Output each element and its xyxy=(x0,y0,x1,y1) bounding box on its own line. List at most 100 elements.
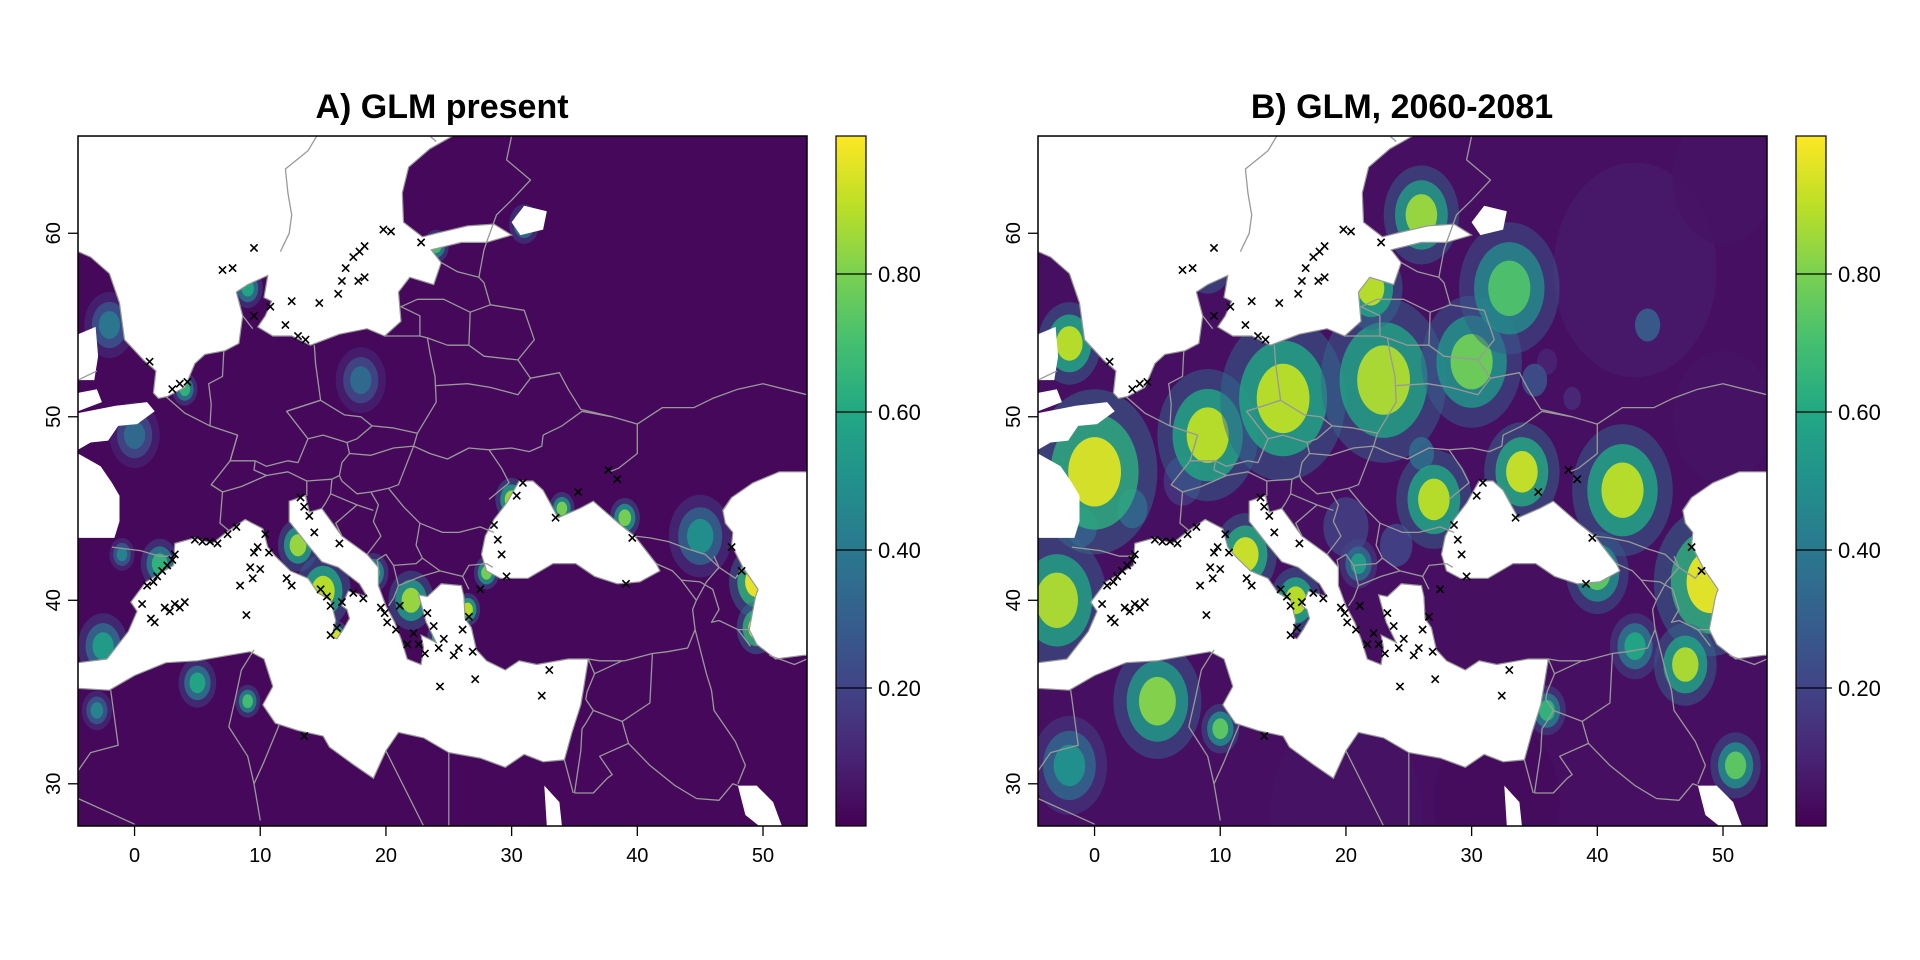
country-border xyxy=(78,370,98,381)
occurrence-x-mark-icon xyxy=(1109,577,1118,587)
occurrence-x-mark-icon xyxy=(1343,618,1352,627)
country-border xyxy=(1326,491,1342,555)
occurrence-x-mark-icon xyxy=(434,643,443,653)
country-border xyxy=(419,522,495,534)
sea-channel xyxy=(78,402,155,450)
occurrence-x-mark-icon xyxy=(1414,643,1423,653)
lake xyxy=(511,205,547,236)
occurrence-x-mark-icon xyxy=(435,682,445,691)
suitability-patch-low xyxy=(1635,308,1661,342)
occurrence-x-mark-icon xyxy=(249,243,259,253)
sea-caspian xyxy=(722,471,807,659)
x-tick-label: 10 xyxy=(249,845,271,867)
occurrence-x-mark-icon xyxy=(1457,550,1466,559)
occurrence-x-mark-icon xyxy=(1140,597,1149,607)
country-border xyxy=(563,759,574,794)
occurrence-x-mark-icon xyxy=(1534,487,1543,497)
suitability-patch xyxy=(687,518,714,554)
panel-a-title: A) GLM present xyxy=(315,88,568,126)
country-border xyxy=(636,383,807,425)
suitability-patch xyxy=(1212,718,1229,740)
y-tick-label: 30 xyxy=(43,773,65,795)
country-border xyxy=(594,660,623,675)
country-border xyxy=(490,304,535,361)
occurrence-x-mark-icon xyxy=(1158,537,1167,546)
suitability-patch xyxy=(92,632,114,661)
suitability-patch-low xyxy=(1521,363,1548,397)
colorbar-tick-label: 0.20 xyxy=(1838,676,1881,701)
panel-b-colorbar: 0.20 0.40 0.60 0.80 xyxy=(1795,135,1881,827)
suitability-patch xyxy=(90,702,104,719)
occurrence-x-mark-icon xyxy=(1260,502,1269,511)
occurrence-x-mark-icon xyxy=(1472,491,1481,500)
country-border xyxy=(585,658,596,700)
sea-red_sea xyxy=(544,785,562,826)
occurrence-x-mark-icon xyxy=(551,513,560,522)
suitability-patch xyxy=(116,547,128,562)
country-border xyxy=(1246,399,1333,444)
occurrence-x-mark-icon xyxy=(468,647,477,656)
occurrence-x-mark-icon xyxy=(341,263,350,273)
occurrence-x-mark-icon xyxy=(310,528,319,537)
occurrence-x-mark-icon xyxy=(349,588,358,598)
occurrence-x-mark-icon xyxy=(1275,298,1284,308)
occurrence-x-mark-icon xyxy=(170,599,179,609)
occurrence-x-mark-icon xyxy=(1431,675,1440,684)
occurrence-x-mark-icon xyxy=(315,298,324,308)
occurrence-x-mark-icon xyxy=(1395,682,1405,691)
coastline xyxy=(722,471,807,660)
occurrence-x-mark-icon xyxy=(332,623,342,632)
occurrence-x-mark-icon xyxy=(1195,581,1205,590)
country-border xyxy=(208,350,225,426)
suitability-patch xyxy=(1601,462,1644,518)
country-border xyxy=(78,797,135,825)
occurrence-x-mark-icon xyxy=(1128,555,1137,565)
suitability-patch xyxy=(401,587,421,613)
sea-biscay xyxy=(78,453,120,538)
y-tick-label: 30 xyxy=(1003,773,1025,795)
occurrence-x-mark-icon xyxy=(1270,528,1279,537)
occurrence-x-mark-icon xyxy=(1165,537,1175,546)
country-border xyxy=(468,312,471,346)
occurrence-x-mark-icon xyxy=(218,265,227,275)
sea-red_sea xyxy=(1504,785,1522,826)
occurrence-x-mark-icon xyxy=(1130,550,1139,559)
panel-b-colorbar-ticks: 0.20 0.40 0.60 0.80 xyxy=(1796,262,1881,701)
occurrence-x-mark-icon xyxy=(1462,572,1471,581)
occurrence-x-mark-icon xyxy=(300,502,309,511)
suitability-patch xyxy=(242,694,253,709)
occurrence-x-mark-icon xyxy=(1376,238,1386,247)
occurrence-x-mark-icon xyxy=(489,520,499,530)
country-border xyxy=(737,629,751,647)
panel-b-colorbar-gradient xyxy=(1795,135,1827,827)
occurrence-x-mark-icon xyxy=(376,603,386,612)
occurrence-x-mark-icon xyxy=(145,357,154,366)
country-border xyxy=(1239,136,1278,252)
occurrence-x-mark-icon xyxy=(1202,610,1211,620)
x-tick-label: 30 xyxy=(1461,845,1483,867)
occurrence-x-mark-icon xyxy=(1320,241,1329,251)
occurrence-x-mark-icon xyxy=(1125,607,1134,616)
occurrence-x-mark-icon xyxy=(1130,599,1139,609)
country-border xyxy=(366,491,382,555)
country-border xyxy=(321,479,333,509)
suitability-patch-low xyxy=(1672,350,1767,483)
country-border xyxy=(1038,690,1079,772)
occurrence-x-mark-icon xyxy=(497,550,506,559)
occurrence-x-mark-icon xyxy=(383,618,392,627)
country-border xyxy=(1189,345,1282,467)
occurrence-x-mark-icon xyxy=(464,612,474,621)
country-border xyxy=(488,435,544,453)
occurrence-x-mark-icon xyxy=(545,665,554,675)
country-border xyxy=(427,337,532,396)
country-border xyxy=(1358,570,1401,587)
panel-a-map xyxy=(77,135,808,827)
country-border xyxy=(486,563,494,568)
occurrence-x-mark-icon xyxy=(1247,581,1256,590)
country-border xyxy=(1213,724,1240,785)
country-border xyxy=(413,445,510,500)
occurrence-x-mark-icon xyxy=(183,377,192,387)
occurrence-x-mark-icon xyxy=(180,597,189,607)
occurrence-x-mark-icon xyxy=(1135,379,1144,388)
occurrence-x-mark-icon xyxy=(1216,564,1225,574)
